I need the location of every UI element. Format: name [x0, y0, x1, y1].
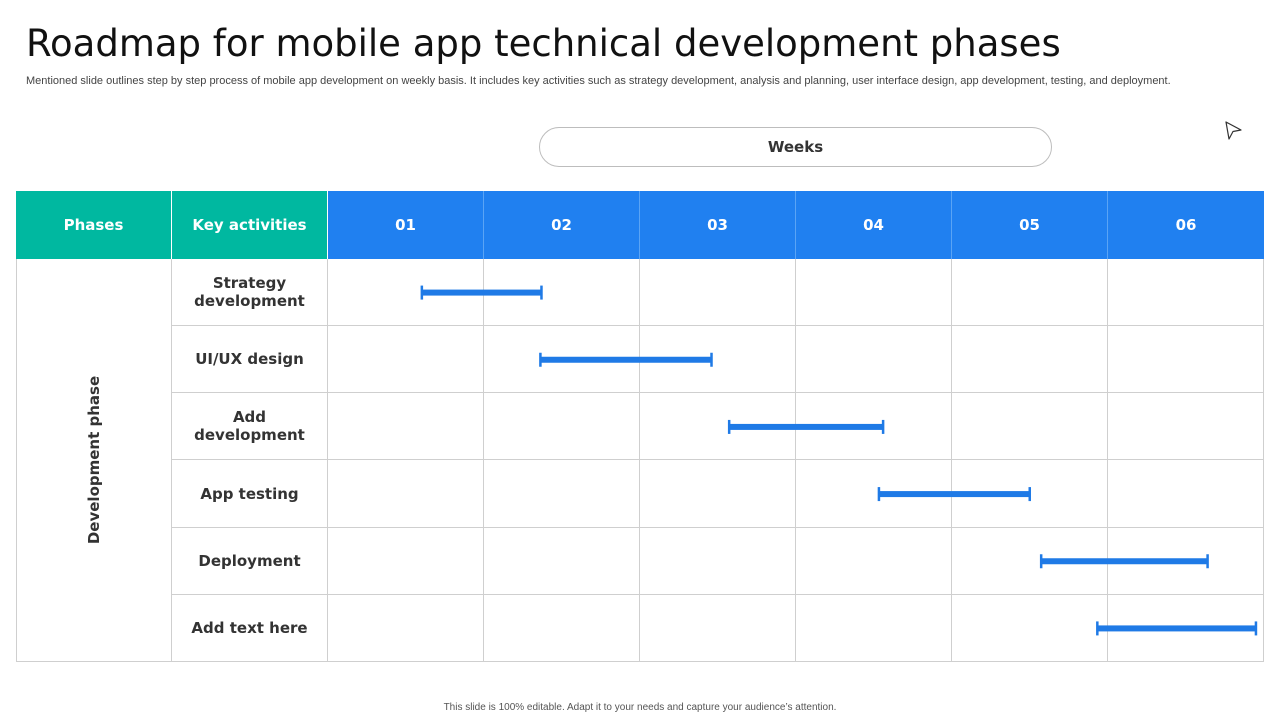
week-cell: [484, 460, 640, 528]
week-cell: [1108, 259, 1264, 327]
week-cell: [796, 460, 952, 528]
week-cell: [952, 259, 1108, 327]
week-cell: [1108, 594, 1264, 662]
week-cell: [328, 326, 484, 394]
week-header: 04: [796, 191, 952, 259]
week-cell: [796, 326, 952, 394]
week-cell: [328, 460, 484, 528]
week-cell: [1108, 326, 1264, 394]
week-header: 02: [484, 191, 640, 259]
phases-header: Phases: [16, 191, 172, 259]
activity-label: Deployment: [172, 527, 328, 595]
week-cell: [484, 326, 640, 394]
week-cell: [484, 527, 640, 595]
week-cell: [1108, 460, 1264, 528]
week-cell: [952, 326, 1108, 394]
activity-label: App testing: [172, 460, 328, 528]
week-cell: [484, 594, 640, 662]
roadmap-table: Phases Key activities 01 02 03 04 05 06 …: [16, 191, 1264, 662]
week-cell: [796, 594, 952, 662]
week-cell: [484, 393, 640, 461]
footer-note: This slide is 100% editable. Adapt it to…: [443, 702, 837, 713]
page-subtitle: Mentioned slide outlines step by step pr…: [26, 75, 1171, 87]
week-cell: [328, 527, 484, 595]
week-cell: [796, 259, 952, 327]
week-cell: [796, 527, 952, 595]
week-cell: [952, 594, 1108, 662]
week-header: 06: [1108, 191, 1264, 259]
week-cell: [640, 259, 796, 327]
week-header: 01: [328, 191, 484, 259]
week-cell: [640, 527, 796, 595]
pointer-icon: [1225, 121, 1242, 140]
week-cell: [1108, 393, 1264, 461]
week-cell: [952, 460, 1108, 528]
phase-cell: Development phase: [16, 259, 172, 662]
week-cell: [328, 393, 484, 461]
week-cell: [640, 326, 796, 394]
week-cell: [796, 393, 952, 461]
phase-label: Development phase: [85, 375, 103, 545]
activity-label: UI/UX design: [172, 326, 328, 394]
week-cell: [1108, 527, 1264, 595]
key-activities-header: Key activities: [172, 191, 328, 259]
week-cell: [952, 527, 1108, 595]
week-cell: [640, 594, 796, 662]
week-cell: [328, 259, 484, 327]
weeks-label: Weeks: [539, 127, 1052, 167]
week-header: 03: [640, 191, 796, 259]
week-cell: [952, 393, 1108, 461]
week-header: 05: [952, 191, 1108, 259]
week-cell: [484, 259, 640, 327]
page-title: Roadmap for mobile app technical develop…: [26, 22, 1061, 65]
activity-label: Add text here: [172, 594, 328, 662]
week-cell: [640, 393, 796, 461]
activity-label: Strategy development: [172, 259, 328, 327]
week-cell: [328, 594, 484, 662]
activity-label: Add development: [172, 393, 328, 461]
week-cell: [640, 460, 796, 528]
